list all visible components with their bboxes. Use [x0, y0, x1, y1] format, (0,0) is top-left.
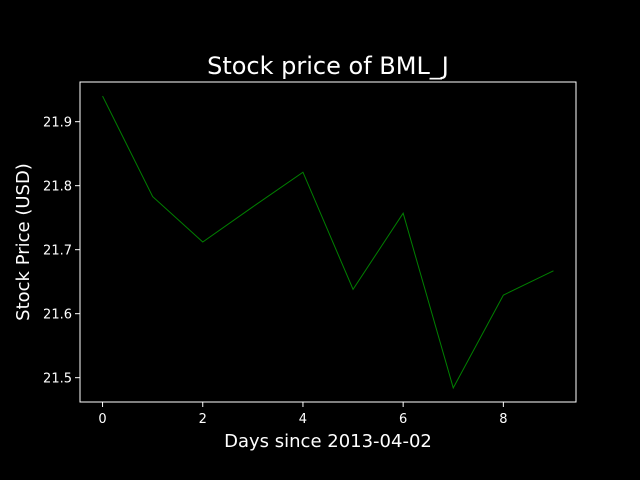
plot-area: [102, 95, 554, 390]
x-axis-label: Days since 2013-04-02: [224, 431, 432, 452]
y-tick-label: 21.5: [43, 372, 72, 387]
y-tick-label: 21.6: [43, 308, 72, 323]
axes-frame: [79, 81, 577, 403]
x-axis-ticks: 0 2 4 6 8: [98, 402, 507, 427]
y-tick-label: 21.7: [43, 244, 72, 259]
x-tick-label: 0: [98, 412, 106, 427]
chart-title: Stock price of BML_J: [207, 52, 449, 80]
x-tick-label: 8: [499, 412, 507, 427]
x-tick-label: 2: [199, 412, 207, 427]
y-tick-label: 21.8: [43, 180, 72, 195]
y-tick-label: 21.9: [43, 116, 72, 131]
y-axis-ticks: 21.5 21.6 21.7 21.8 21.9: [43, 116, 80, 387]
x-tick-label: 4: [299, 412, 307, 427]
series-line: [102, 95, 554, 390]
y-axis-label: Stock Price (USD): [13, 163, 34, 321]
x-tick-label: 6: [399, 412, 407, 427]
